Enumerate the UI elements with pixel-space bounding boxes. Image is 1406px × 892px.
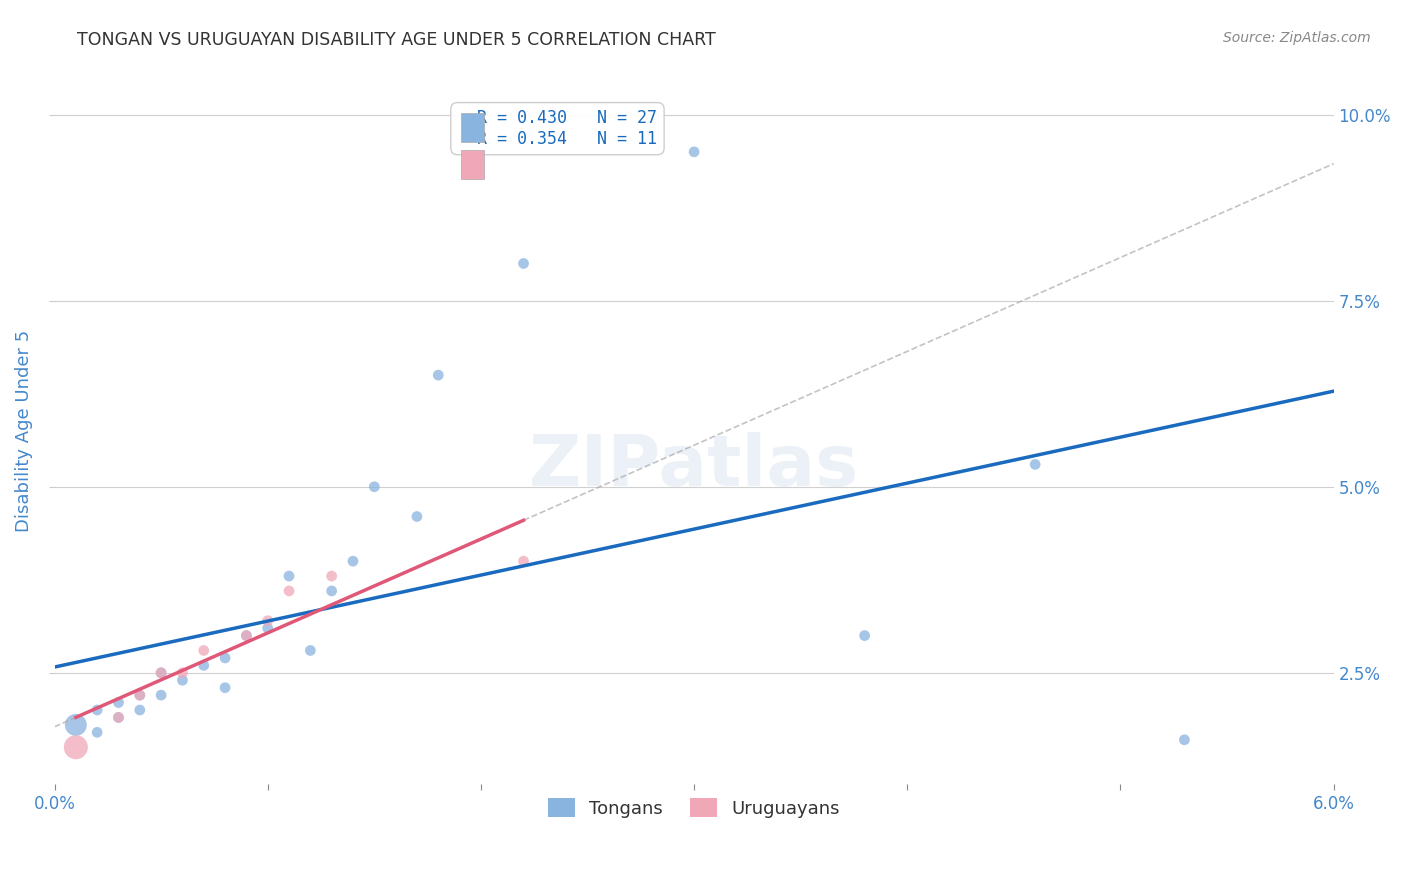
Point: [278, 569, 301, 583]
Point: [363, 480, 385, 494]
Point: [128, 688, 150, 702]
Point: [235, 629, 257, 643]
Point: [512, 554, 534, 568]
Text: TONGAN VS URUGUAYAN DISABILITY AGE UNDER 5 CORRELATION CHART: TONGAN VS URUGUAYAN DISABILITY AGE UNDER…: [77, 31, 716, 49]
Point: [256, 621, 278, 635]
Point: [427, 368, 450, 383]
Point: [107, 710, 129, 724]
Point: [193, 658, 215, 673]
Y-axis label: Disability Age Under 5: Disability Age Under 5: [15, 330, 32, 532]
Point: [683, 145, 706, 159]
Point: [86, 725, 108, 739]
Point: [128, 688, 150, 702]
Point: [1173, 732, 1195, 747]
FancyBboxPatch shape: [461, 150, 484, 179]
Text: R = 0.430   N = 27
  R = 0.354   N = 11: R = 0.430 N = 27 R = 0.354 N = 11: [457, 109, 658, 148]
Point: [193, 643, 215, 657]
Point: [406, 509, 429, 524]
Point: [512, 256, 534, 270]
Point: [150, 665, 173, 680]
Point: [128, 703, 150, 717]
Point: [150, 688, 173, 702]
Point: [853, 629, 876, 643]
Point: [107, 710, 129, 724]
Text: ZIPatlas: ZIPatlas: [529, 432, 859, 500]
Point: [214, 681, 236, 695]
Point: [299, 643, 322, 657]
FancyBboxPatch shape: [461, 112, 484, 143]
Point: [256, 614, 278, 628]
Point: [1024, 458, 1046, 472]
Point: [172, 673, 194, 688]
Point: [172, 665, 194, 680]
Point: [235, 629, 257, 643]
Point: [342, 554, 364, 568]
Point: [321, 569, 343, 583]
Point: [321, 583, 343, 598]
Legend: Tongans, Uruguayans: Tongans, Uruguayans: [541, 791, 848, 825]
Point: [86, 703, 108, 717]
Point: [214, 651, 236, 665]
Text: Source: ZipAtlas.com: Source: ZipAtlas.com: [1223, 31, 1371, 45]
Point: [65, 718, 87, 732]
Point: [278, 583, 301, 598]
Point: [107, 696, 129, 710]
Point: [65, 740, 87, 755]
Point: [150, 665, 173, 680]
